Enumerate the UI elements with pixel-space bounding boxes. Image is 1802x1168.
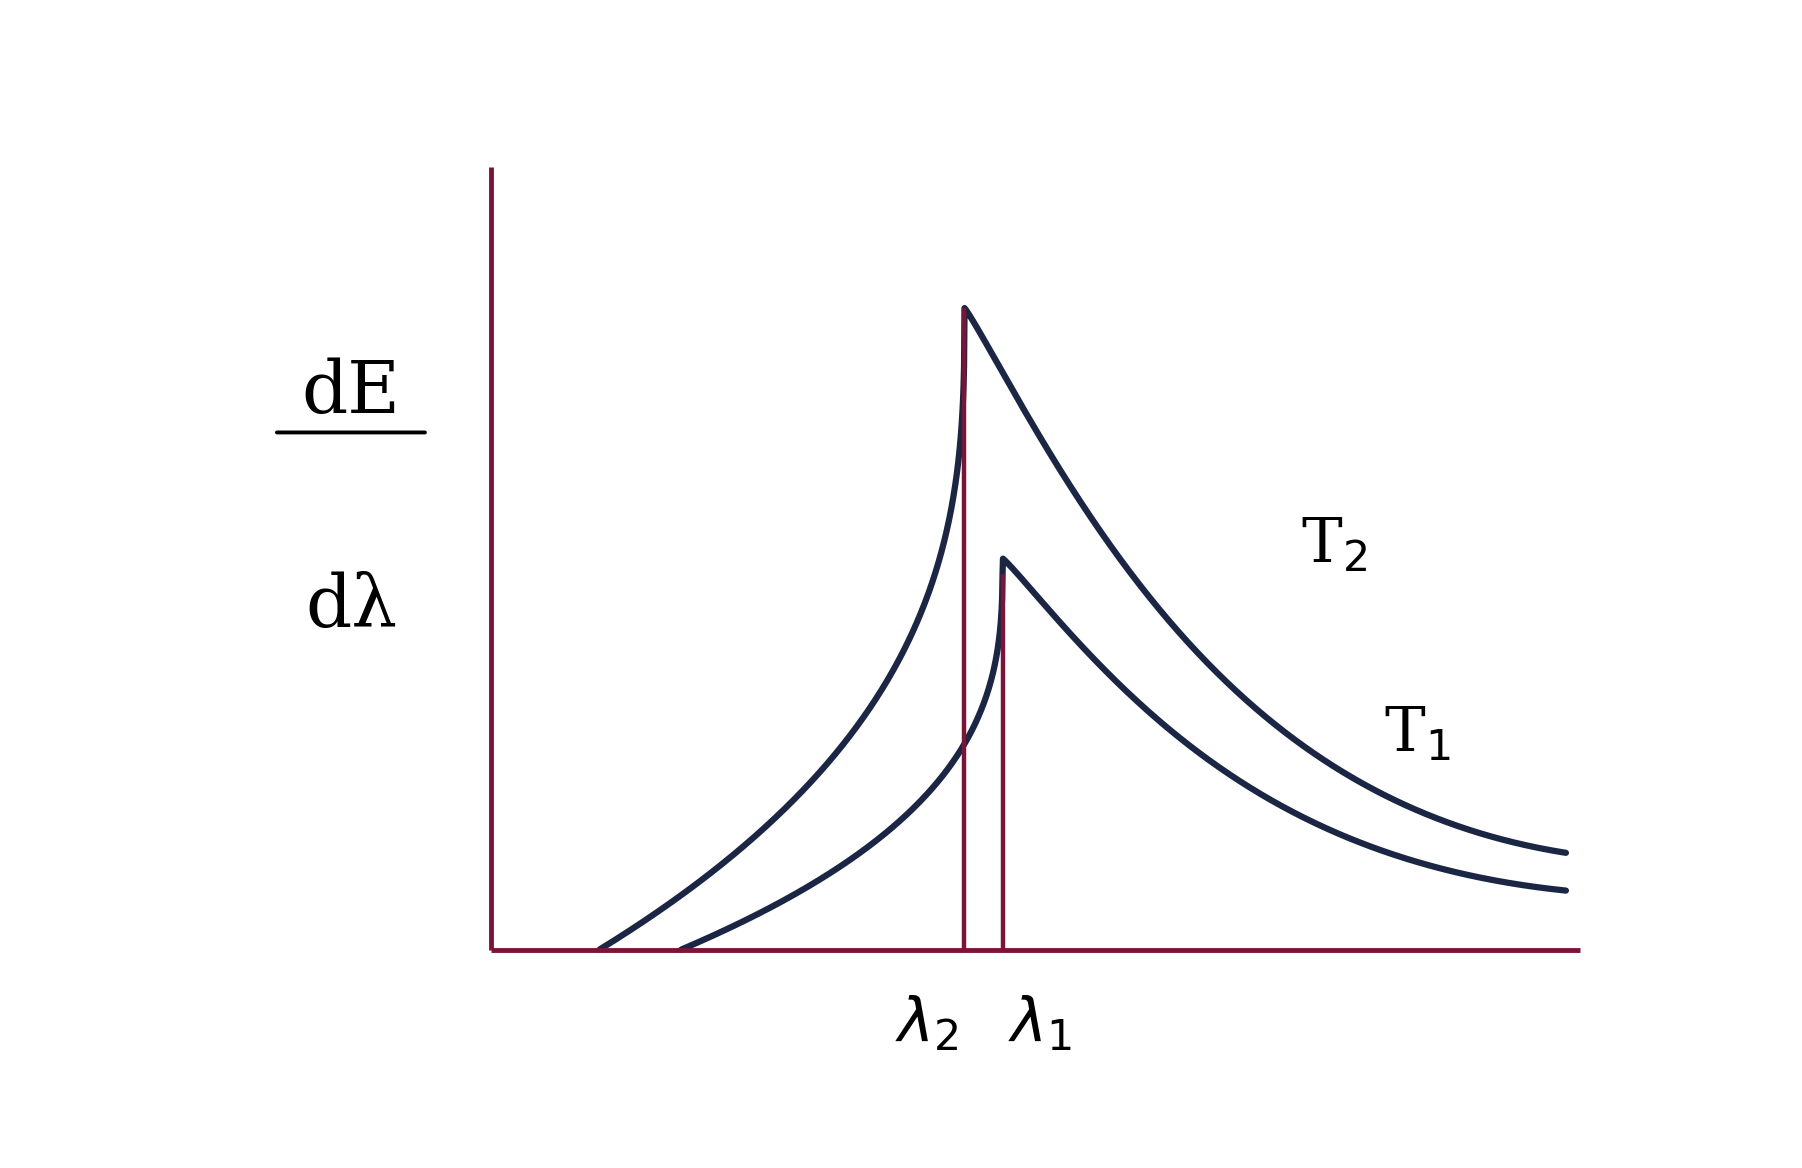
Text: dλ: dλ <box>305 572 396 642</box>
Text: T$_2$: T$_2$ <box>1301 515 1366 575</box>
Text: $\lambda_1$: $\lambda_1$ <box>1007 995 1072 1055</box>
Text: $\lambda_2$: $\lambda_2$ <box>896 995 959 1055</box>
Text: dE: dE <box>301 357 400 427</box>
Text: T$_1$: T$_1$ <box>1384 704 1451 764</box>
